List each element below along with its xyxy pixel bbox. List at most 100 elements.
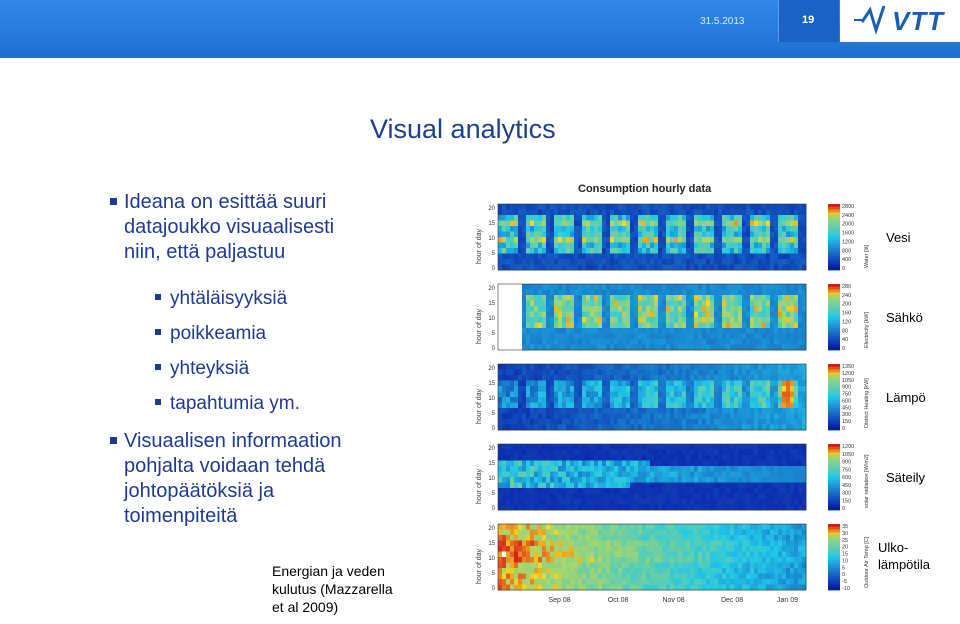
heatmap-cell <box>618 546 623 552</box>
heatmap-cell <box>598 482 603 489</box>
heatmap-cell <box>502 402 507 409</box>
heatmap-cell <box>670 579 675 585</box>
heatmap-cell <box>734 540 739 547</box>
heatmap-cell <box>718 237 723 243</box>
heatmap-cell <box>502 220 507 227</box>
heatmap-cell <box>526 535 531 541</box>
bullet-square-icon <box>110 198 117 205</box>
heatmap-cell <box>562 444 567 450</box>
heatmap-cell <box>618 391 623 398</box>
heatmap-cell <box>786 562 791 569</box>
heatmap-cell <box>750 529 755 536</box>
heatmap-cell <box>526 317 531 323</box>
heatmap-cell <box>498 504 503 511</box>
heatmap-cell <box>686 449 691 456</box>
heatmap-cell <box>786 540 791 547</box>
x-tick-label: Sep 08 <box>549 597 571 604</box>
heatmap-cell <box>522 375 527 381</box>
heatmap-cell <box>662 546 667 552</box>
heatmap-cell <box>666 493 671 500</box>
heatmap-cell <box>674 306 679 312</box>
heatmap-cell <box>734 259 739 265</box>
heatmap-cell <box>514 535 519 541</box>
heatmap-cell <box>742 380 747 387</box>
heatmap-cell <box>582 306 587 312</box>
heatmap-cell <box>598 529 603 536</box>
heatmap-cell <box>790 237 795 243</box>
heatmap-cell <box>606 333 611 340</box>
heatmap-cell <box>526 402 531 409</box>
heatmap-cell <box>510 209 515 216</box>
heatmap-cell <box>550 364 555 370</box>
heatmap-cell <box>598 568 603 574</box>
heatmap-cell <box>742 568 747 574</box>
heatmap-cell <box>574 311 579 318</box>
heatmap-cell <box>630 408 635 414</box>
heatmap-cell <box>670 413 675 420</box>
heatmap-cell <box>702 402 707 409</box>
heatmap-cell <box>534 369 539 376</box>
heatmap-cell <box>586 408 591 414</box>
heatmap-cell <box>502 573 507 580</box>
heatmap-cell <box>562 449 567 456</box>
heatmap-cell <box>742 524 747 530</box>
heatmap-cell <box>658 248 663 254</box>
heatmap-cell <box>610 466 615 472</box>
heatmap-cell <box>730 300 735 307</box>
heatmap-cell <box>618 455 623 461</box>
heatmap-cell <box>754 295 759 301</box>
heatmap-cell <box>702 419 707 425</box>
heatmap-cell <box>542 215 547 221</box>
heatmap-cell <box>638 562 643 569</box>
heatmap-cell <box>714 300 719 307</box>
heatmap-cell <box>734 253 739 260</box>
heatmap-cell <box>538 391 543 398</box>
heatmap-cell <box>686 264 691 271</box>
heatmap-cell <box>526 524 531 530</box>
heatmap-cell <box>786 339 791 345</box>
heatmap-cell <box>690 289 695 296</box>
heatmap-cell <box>530 215 535 221</box>
heatmap-cell <box>754 573 759 580</box>
heatmap-cell <box>642 573 647 580</box>
heatmap-cell <box>530 444 535 450</box>
heatmap-cell <box>606 322 611 329</box>
heatmap-cell <box>750 317 755 323</box>
heatmap-cell <box>786 237 791 243</box>
heatmap-cell <box>638 220 643 227</box>
heatmap-cell <box>646 328 651 334</box>
heatmap-cell <box>630 540 635 547</box>
heatmap-cell <box>530 231 535 238</box>
heatmap-cell <box>742 402 747 409</box>
heatmap-cell <box>550 573 555 580</box>
heatmap-cell <box>658 375 663 381</box>
heatmap-cell <box>798 295 803 301</box>
heatmap-cell <box>610 397 615 403</box>
heatmap-cell <box>578 231 583 238</box>
heatmap-cell <box>606 524 611 530</box>
heatmap-cell <box>586 488 591 494</box>
heatmap-cell <box>750 215 755 221</box>
heatmap-cell <box>618 529 623 536</box>
heatmap-cell <box>706 482 711 489</box>
heatmap-cell <box>682 568 687 574</box>
heatmap-cell <box>530 466 535 472</box>
heatmap-cell <box>658 300 663 307</box>
heatmap-cell <box>706 259 711 265</box>
heatmap-cell <box>574 424 579 431</box>
heatmap-cell <box>618 259 623 265</box>
heatmap-cell <box>502 300 507 307</box>
heatmap-cell <box>642 369 647 376</box>
heatmap-cell <box>502 551 507 558</box>
heatmap-cell <box>622 471 627 478</box>
heatmap-cell <box>522 215 527 221</box>
heatmap-cell <box>746 568 751 574</box>
heatmap-cell <box>550 444 555 450</box>
heatmap-cell <box>538 568 543 574</box>
heatmap-cell <box>522 317 527 323</box>
heatmap-cell <box>666 317 671 323</box>
heatmap-cell <box>566 333 571 340</box>
heatmap-cell <box>570 226 575 232</box>
heatmap-cell <box>750 535 755 541</box>
heatmap-cell <box>658 477 663 483</box>
